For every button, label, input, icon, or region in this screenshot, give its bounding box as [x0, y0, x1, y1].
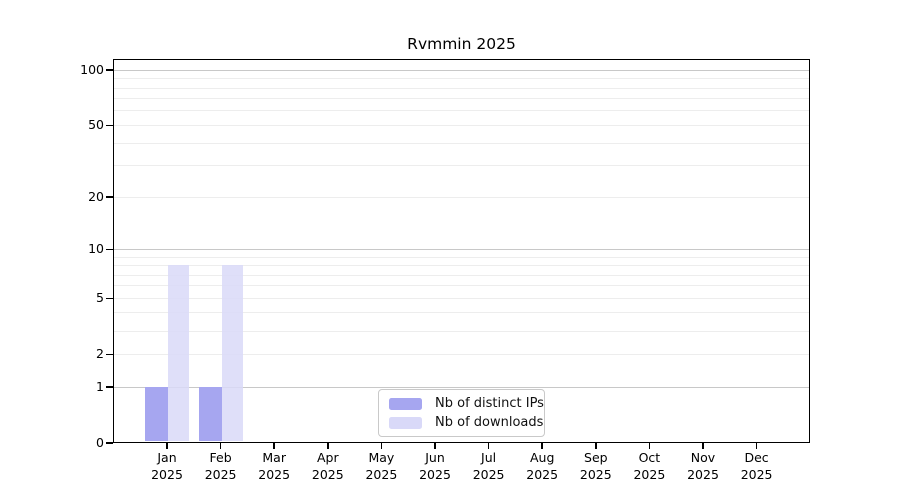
gridline-minor — [114, 312, 809, 314]
x-axis-tick-label-sep: Sep 2025 — [579, 450, 612, 482]
gridline-minor — [114, 165, 809, 167]
y-axis-tick-label: 5 — [96, 290, 104, 306]
x-axis-tick — [648, 443, 651, 449]
x-axis-tick-label-jul: Jul 2025 — [472, 450, 505, 482]
y-axis-tick — [106, 386, 113, 388]
x-axis-tick — [595, 443, 597, 449]
y-axis-tick — [106, 353, 113, 355]
gridline-minor — [114, 330, 809, 332]
gridline-major — [114, 69, 809, 71]
x-axis-tick — [434, 443, 436, 449]
x-axis-tick-label-nov: Nov 2025 — [687, 450, 719, 482]
bar-distinct-ips-jan — [145, 386, 168, 441]
y-axis-tick — [106, 248, 113, 251]
bar-distinct-ips-feb — [198, 386, 222, 441]
x-axis-tick — [273, 443, 275, 449]
legend-item-downloads: Nb of downloads — [389, 416, 543, 429]
x-axis-tick — [755, 443, 758, 449]
x-axis-tick-label-may: May 2025 — [365, 450, 398, 482]
x-axis-tick-label-aug: Aug 2025 — [526, 450, 559, 482]
y-axis-tick-label: 100 — [80, 62, 104, 78]
x-axis-tick — [166, 443, 168, 449]
plot-area — [113, 59, 810, 443]
y-axis-tick-label: 2 — [96, 346, 104, 362]
legend-label-downloads: Nb of downloads — [435, 415, 544, 430]
gridline-minor — [114, 265, 809, 266]
x-axis-tick — [219, 443, 222, 449]
y-axis-tick-label: 50 — [88, 117, 104, 133]
y-axis-tick — [106, 442, 113, 444]
x-axis-tick — [380, 443, 383, 449]
gridline-minor — [114, 142, 809, 144]
gridline-major — [114, 386, 809, 388]
y-axis-tick-label: 10 — [88, 241, 104, 257]
gridline-minor — [114, 98, 809, 100]
gridline-minor — [114, 256, 809, 258]
gridline-minor — [114, 274, 809, 276]
bar-downloads-jan — [168, 265, 189, 441]
x-axis-tick — [327, 443, 329, 449]
x-axis-tick-label-jan: Jan 2025 — [151, 450, 183, 482]
legend: Nb of distinct IPs Nb of downloads — [378, 389, 545, 437]
x-axis-tick — [487, 443, 490, 449]
y-axis-tick — [106, 196, 113, 198]
gridline-minor — [114, 353, 809, 355]
gridline-minor — [114, 196, 809, 198]
gridline-minor — [114, 297, 809, 299]
gridline-major — [114, 248, 809, 250]
legend-swatch-downloads-icon — [389, 416, 422, 429]
x-axis-tick-label-jun: Jun 2025 — [419, 450, 451, 482]
gridline-minor — [114, 87, 809, 89]
y-axis-tick — [106, 124, 113, 127]
legend-swatch-distinct-ips-icon — [389, 397, 422, 410]
y-axis-tick — [106, 69, 113, 71]
x-axis-tick — [541, 443, 543, 449]
gridline-minor — [114, 285, 809, 287]
x-axis-tick-label-dec: Dec 2025 — [740, 450, 773, 482]
y-axis-tick — [106, 297, 113, 299]
y-axis-tick-label: 1 — [96, 379, 104, 394]
gridline-minor — [114, 78, 809, 80]
x-axis-tick-label-feb: Feb 2025 — [204, 450, 237, 482]
gridline-minor — [114, 110, 809, 112]
x-axis-tick-label-oct: Oct 2025 — [633, 450, 666, 482]
gridline-minor — [114, 124, 809, 126]
x-axis-tick-label-apr: Apr 2025 — [311, 450, 344, 482]
chart-title: Rvmmin 2025 — [407, 35, 516, 53]
bar-downloads-feb — [221, 265, 243, 441]
y-axis-tick-label: 0 — [96, 435, 104, 450]
legend-item-distinct-ips: Nb of distinct IPs — [389, 397, 544, 410]
legend-label-distinct-ips: Nb of distinct IPs — [435, 396, 544, 411]
y-axis-tick-label: 20 — [88, 189, 104, 205]
x-axis-tick-label-mar: Mar 2025 — [258, 450, 291, 482]
x-axis-tick — [702, 443, 704, 449]
